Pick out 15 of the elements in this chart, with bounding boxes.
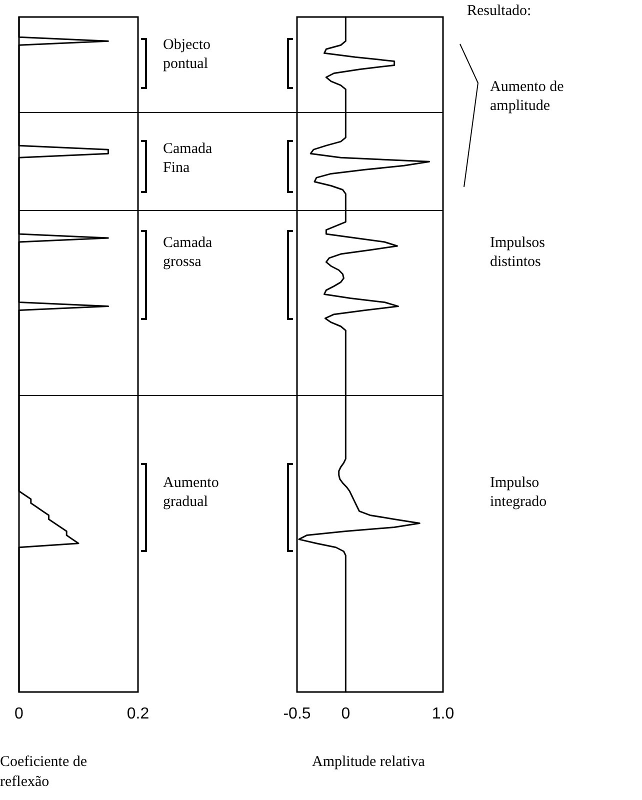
- x-tick-label: -0.5: [283, 706, 311, 722]
- x-tick-label: 0: [341, 706, 350, 722]
- text: Objecto pontual: [163, 36, 212, 74]
- text: Camada Fina: [163, 140, 214, 178]
- text: Aumento de amplitude: [490, 78, 565, 116]
- x-tick-label: 1.0: [432, 706, 454, 722]
- text: Camada grossa: [163, 234, 214, 272]
- text: Resultado:: [467, 2, 532, 21]
- x-axis-title: Coeficiente de reflexão: [0, 753, 88, 792]
- text: Impulso integrado: [490, 474, 548, 512]
- text: Aumento gradual: [163, 474, 220, 512]
- x-axis-title: Amplitude relativa: [312, 753, 426, 772]
- x-tick-label: 0: [14, 706, 24, 722]
- x-tick-label: 0.2: [126, 706, 150, 722]
- text: Impulsos distintos: [490, 234, 546, 272]
